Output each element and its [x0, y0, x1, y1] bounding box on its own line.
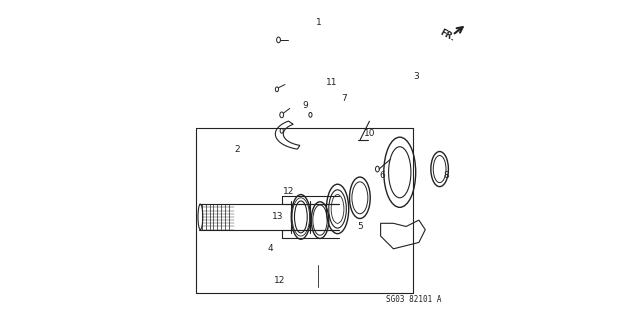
Text: 7: 7 — [341, 94, 347, 103]
Text: 10: 10 — [364, 130, 375, 138]
Text: 13: 13 — [272, 212, 284, 221]
Text: 5: 5 — [357, 222, 363, 231]
Text: 3: 3 — [413, 72, 419, 81]
Text: 11: 11 — [326, 78, 338, 87]
Text: FR.: FR. — [438, 27, 456, 43]
Text: 9: 9 — [303, 101, 308, 110]
Text: 12: 12 — [284, 187, 295, 196]
Text: 8: 8 — [443, 171, 449, 180]
Text: 4: 4 — [268, 244, 273, 253]
Text: 12: 12 — [275, 276, 286, 285]
Text: SG03 82101 A: SG03 82101 A — [387, 295, 442, 304]
Text: 6: 6 — [380, 171, 385, 180]
Text: 2: 2 — [234, 145, 240, 154]
Text: 1: 1 — [316, 18, 321, 27]
